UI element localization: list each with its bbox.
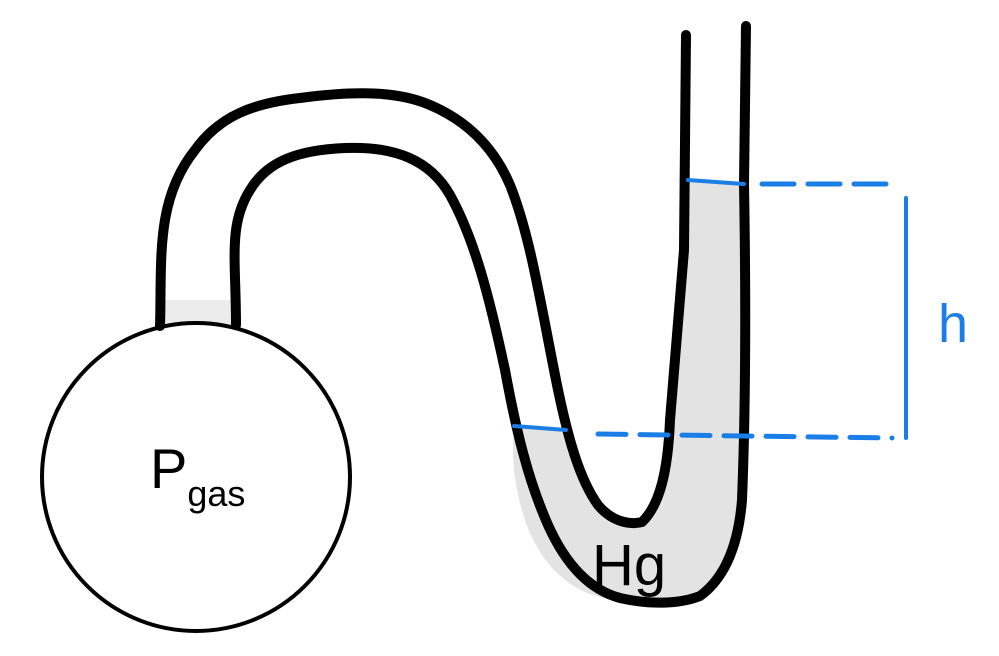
mercury-label: Hg: [592, 533, 666, 598]
mercury-fill: [513, 182, 745, 603]
pressure-label: Pgas: [150, 437, 245, 514]
tube-outer-wall: [155, 30, 691, 528]
pressure-subscript: gas: [187, 473, 245, 514]
pressure-symbol: P: [150, 437, 187, 500]
right-level-line: [686, 178, 746, 186]
left-level-line: [512, 424, 568, 432]
bottom-dashed-line: [595, 431, 895, 441]
height-label: h: [938, 294, 968, 354]
gas-bulb: [40, 321, 352, 633]
tube-inner-wall: [229, 21, 751, 608]
